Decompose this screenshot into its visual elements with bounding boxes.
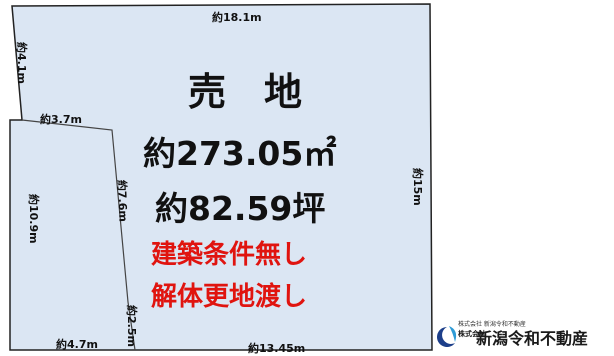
dim-left-lower: 約10.9m <box>27 194 41 244</box>
title-for-sale: 売 地 <box>188 70 302 114</box>
plot-inner-boundary <box>21 119 136 351</box>
logo-mark-icon <box>436 326 455 348</box>
company-tagline: 株式会社 新潟令和不動産 <box>458 320 526 328</box>
logo-leaf-icon <box>449 326 457 342</box>
note-demolition-vacant-land: 解体更地渡し <box>151 281 307 312</box>
company-logo: 株式会社 新潟令和不動産 株式会社 新潟令和不動産 <box>436 320 588 348</box>
company-corp-prefix: 株式会社 <box>458 329 486 338</box>
company-name: 新潟令和不動産 <box>476 329 588 348</box>
dim-right: 約15m <box>411 168 425 206</box>
dim-step: 約3.7m <box>40 112 82 126</box>
dim-diagonal: 約7.6m <box>115 180 130 222</box>
note-no-building-conditions: 建築条件無し <box>151 239 307 270</box>
area-tsubo: 約82.59坪 <box>155 189 325 228</box>
dim-bottom-left: 約4.7m <box>56 337 98 351</box>
dim-small-right: 約2.5m <box>125 305 139 347</box>
area-square-meters: 約273.05㎡ <box>143 134 336 173</box>
dim-top: 約18.1m <box>212 10 262 24</box>
dim-left-upper: 約4.1m <box>15 42 29 84</box>
dim-bottom: 約13.45m <box>248 341 305 355</box>
